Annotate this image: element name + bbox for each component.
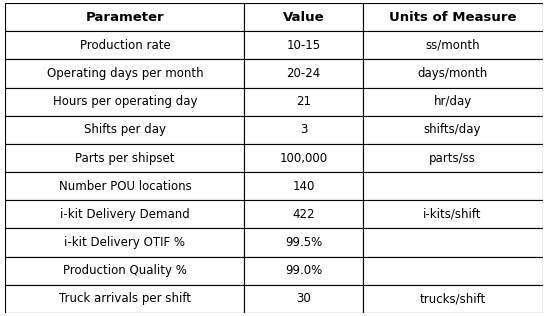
Text: Hours per operating day: Hours per operating day: [53, 95, 197, 108]
Text: 99.0%: 99.0%: [285, 264, 322, 277]
Bar: [5, 116, 244, 144]
Text: 3: 3: [300, 123, 307, 136]
Bar: [244, 257, 363, 285]
Bar: [363, 285, 543, 313]
Bar: [5, 172, 244, 200]
Bar: [5, 31, 244, 59]
Bar: [244, 144, 363, 172]
Text: Shifts per day: Shifts per day: [84, 123, 166, 136]
Text: days/month: days/month: [418, 67, 488, 80]
Text: hr/day: hr/day: [433, 95, 472, 108]
Bar: [244, 285, 363, 313]
Bar: [244, 3, 363, 31]
Bar: [363, 116, 543, 144]
Text: Production Quality %: Production Quality %: [63, 264, 187, 277]
Bar: [244, 116, 363, 144]
Text: 99.5%: 99.5%: [285, 236, 322, 249]
Bar: [5, 3, 244, 31]
Text: ss/month: ss/month: [425, 39, 480, 52]
Bar: [363, 88, 543, 116]
Text: trucks/shift: trucks/shift: [419, 292, 486, 305]
Bar: [244, 59, 363, 88]
Text: Production rate: Production rate: [79, 39, 170, 52]
Text: 10-15: 10-15: [287, 39, 321, 52]
Bar: [5, 144, 244, 172]
Text: Parts per shipset: Parts per shipset: [75, 151, 175, 165]
Bar: [363, 257, 543, 285]
Text: 422: 422: [292, 208, 315, 221]
Text: 30: 30: [296, 292, 311, 305]
Bar: [244, 88, 363, 116]
Bar: [363, 228, 543, 257]
Bar: [5, 257, 244, 285]
Bar: [5, 59, 244, 88]
Bar: [244, 31, 363, 59]
Text: Operating days per month: Operating days per month: [47, 67, 203, 80]
Bar: [5, 285, 244, 313]
Text: i-kits/shift: i-kits/shift: [423, 208, 482, 221]
Bar: [5, 228, 244, 257]
Text: 140: 140: [292, 180, 315, 193]
Text: shifts/day: shifts/day: [424, 123, 481, 136]
Text: Number POU locations: Number POU locations: [59, 180, 191, 193]
Bar: [363, 59, 543, 88]
Text: i-kit Delivery Demand: i-kit Delivery Demand: [60, 208, 190, 221]
Bar: [363, 31, 543, 59]
Bar: [244, 172, 363, 200]
Bar: [363, 200, 543, 228]
Bar: [363, 3, 543, 31]
Text: 21: 21: [296, 95, 311, 108]
Text: parts/ss: parts/ss: [429, 151, 476, 165]
Bar: [5, 200, 244, 228]
Bar: [244, 228, 363, 257]
Text: i-kit Delivery OTIF %: i-kit Delivery OTIF %: [65, 236, 185, 249]
Bar: [244, 200, 363, 228]
Text: 20-24: 20-24: [287, 67, 321, 80]
Bar: [363, 172, 543, 200]
Bar: [5, 88, 244, 116]
Text: Parameter: Parameter: [85, 11, 164, 24]
Text: Truck arrivals per shift: Truck arrivals per shift: [59, 292, 191, 305]
Bar: [363, 144, 543, 172]
Text: Value: Value: [283, 11, 324, 24]
Text: Units of Measure: Units of Measure: [389, 11, 516, 24]
Text: 100,000: 100,000: [279, 151, 328, 165]
